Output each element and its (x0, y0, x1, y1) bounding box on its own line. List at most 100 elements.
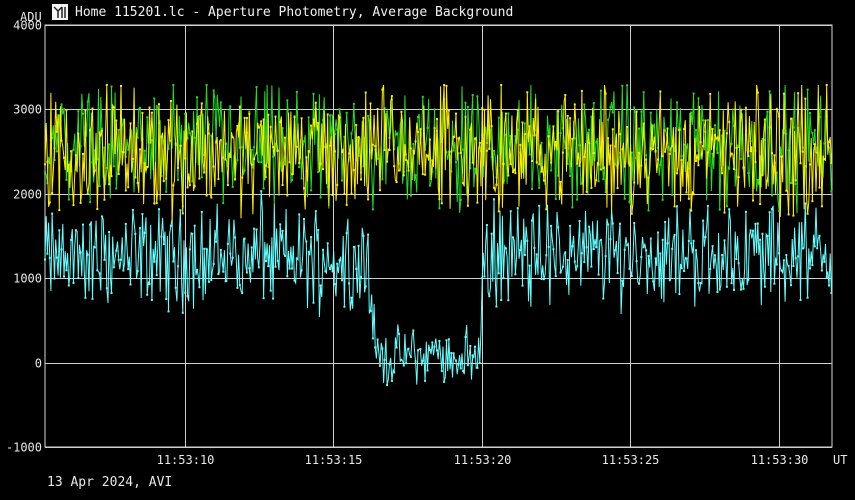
data-point (664, 221, 667, 223)
data-point (790, 284, 792, 287)
data-point (611, 128, 614, 131)
data-point (426, 126, 429, 129)
data-point (379, 189, 381, 192)
data-point (310, 189, 313, 192)
y-tick-label: 2000 (13, 188, 42, 202)
data-point (571, 137, 574, 140)
data-point (718, 288, 721, 291)
data-point (226, 242, 229, 245)
data-point (450, 352, 453, 354)
data-point (352, 245, 355, 248)
data-point (740, 108, 743, 111)
data-point (711, 128, 714, 131)
data-point (196, 268, 199, 271)
y-tick-label: -1000 (6, 441, 42, 455)
data-point (725, 285, 728, 288)
data-point (445, 84, 448, 87)
data-point (217, 273, 220, 276)
data-point (428, 184, 431, 187)
data-point (120, 150, 122, 153)
data-point (110, 85, 113, 88)
data-point (374, 346, 377, 349)
data-point (526, 91, 529, 94)
data-point (787, 264, 790, 267)
data-point (538, 204, 541, 207)
data-point (386, 110, 389, 113)
data-point (60, 248, 63, 251)
data-point (595, 246, 598, 249)
data-point (759, 155, 762, 158)
data-point (638, 151, 640, 154)
data-point (127, 148, 130, 151)
data-point (645, 154, 648, 157)
data-point (160, 235, 163, 238)
data-point (310, 124, 313, 127)
data-point (809, 111, 811, 114)
data-point (806, 296, 809, 299)
data-point (576, 198, 579, 201)
data-point (823, 142, 826, 145)
data-point (72, 204, 75, 207)
data-point (414, 360, 417, 363)
data-point (127, 186, 130, 189)
data-point (592, 248, 595, 251)
data-point (124, 155, 127, 158)
data-point (704, 119, 707, 122)
data-point (452, 352, 455, 355)
data-point (284, 163, 286, 166)
data-point (497, 272, 500, 275)
data-point (462, 370, 465, 372)
data-point (300, 117, 303, 120)
data-point (459, 151, 462, 154)
data-point (431, 170, 434, 173)
data-point (419, 348, 422, 350)
data-point (96, 208, 99, 210)
title-bar: Home 115201.lc - Aperture Photometry, Av… (0, 0, 855, 24)
data-point (250, 149, 253, 151)
data-point (474, 167, 476, 170)
data-point (336, 262, 339, 265)
data-point (500, 147, 503, 150)
data-point (288, 161, 291, 164)
data-point (609, 106, 612, 109)
data-point (775, 263, 778, 266)
data-point (516, 207, 519, 210)
data-point (77, 277, 80, 280)
data-point (405, 159, 408, 161)
observation-date: 13 Apr 2024, AVI (47, 475, 173, 490)
data-point (642, 122, 645, 125)
data-point (412, 149, 415, 152)
data-point (702, 145, 705, 148)
data-point (718, 129, 721, 132)
data-point (184, 291, 187, 294)
data-point (464, 336, 467, 338)
data-point (443, 84, 446, 86)
data-point (108, 231, 111, 233)
data-point (640, 110, 643, 113)
data-point (823, 260, 826, 263)
data-point (414, 140, 417, 143)
data-point (545, 170, 548, 173)
data-point (830, 161, 833, 164)
data-point (633, 106, 636, 109)
data-point (523, 133, 526, 135)
data-point (188, 132, 191, 135)
data-point (671, 145, 674, 148)
data-point (557, 226, 560, 229)
data-point (70, 150, 73, 153)
data-point (48, 256, 51, 259)
data-point (417, 349, 419, 352)
data-point (371, 337, 374, 340)
data-point (341, 179, 343, 182)
data-point (131, 157, 134, 160)
data-point (303, 140, 305, 143)
data-point (326, 113, 329, 116)
data-point (248, 110, 251, 113)
data-point (619, 133, 621, 136)
data-point (136, 182, 139, 184)
data-point (735, 258, 738, 260)
data-point (196, 96, 199, 99)
data-point (809, 267, 811, 270)
data-point (160, 135, 163, 138)
data-point (400, 110, 403, 113)
